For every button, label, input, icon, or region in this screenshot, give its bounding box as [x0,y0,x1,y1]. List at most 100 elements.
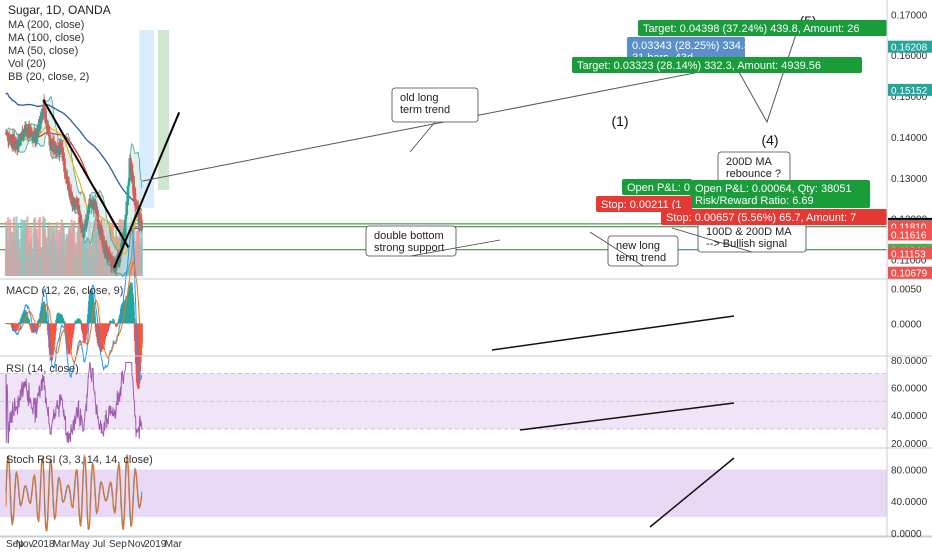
candle-body [123,219,127,236]
volume-bar [38,217,42,276]
y-axis-tick-label: 20.0000 [891,439,928,450]
candle-body [127,181,131,185]
annotation-text: double bottom [374,230,444,242]
macd-histogram-bar [108,323,111,326]
macd-histogram-bar [17,323,20,328]
open-pnl-right-label-box [690,180,870,208]
measure-label-text: 0.03343 (28.25%) 334.3 [632,40,750,52]
open-pnl-right-label-text: Risk/Reward Ratio: 6.69 [695,195,814,207]
x-axis-tick-label: 2018 [32,539,55,550]
y-axis-tick-label: 80.0000 [891,466,928,477]
annotation-pointer [589,231,644,267]
candle-body [132,175,135,194]
macd-histogram-bar [27,319,30,324]
volume-bar [37,219,40,276]
candle-body [82,236,86,238]
y-axis-tick-label: 0.0000 [891,529,922,540]
annotation-box [365,225,457,257]
target-second-label-text: Target: 0.03323 (28.14%) 332.3, Amount: … [577,60,821,72]
annotation-text: 200D MA [726,156,773,168]
indicator-legend: MA (50, close) [8,45,78,57]
candle-body [128,158,132,178]
candle-body [49,146,53,151]
candle-body [19,133,23,136]
indicator-legend: MA (200, close) [8,19,84,31]
macd-line [6,225,143,382]
macd-histogram-bar [72,323,75,331]
x-axis-tick-label: Jul [92,539,105,550]
price-tag-text: 0.15152 [891,86,928,97]
macd-histogram-bar [45,315,48,324]
macd-histogram-bar [79,321,82,324]
macd-histogram-bar [93,316,96,324]
candle-body [67,182,70,191]
candle-body [108,253,112,260]
stop-right-label-text: Stop: 0.00657 (5.56%) 65.7, Amount: 7 [666,212,856,224]
trendline-old [42,99,130,248]
candle-body [135,202,139,208]
target-top-label-box [638,20,887,36]
y-axis-tick-label: 0.15000 [891,92,928,103]
candle-body [99,224,103,226]
candle-body [71,205,74,207]
open-pnl-right-label-text: Open P&L: 0.00064, Qty: 38051 [695,183,852,195]
candle-body [133,187,137,201]
candle-body [31,135,35,141]
y-axis-tick-label: 80.0000 [891,356,928,367]
y-axis-tick-label: 0.14000 [891,133,928,144]
candle-body [107,250,111,252]
candle-body [29,127,33,135]
macd-histogram-bar [54,323,57,326]
candle-body [80,223,84,231]
candle-body [94,203,98,213]
candle-body [39,116,42,130]
y-axis-tick-label: 0.0000 [891,319,922,330]
candle-body [82,230,86,237]
profit-target-zone [158,30,170,190]
candle-body [19,133,22,146]
candle-body [140,227,144,230]
candle-body [68,186,71,189]
indicator-legend: BB (20, close, 2) [8,71,89,83]
candle-body [47,125,51,135]
macd-histogram-bar [116,323,119,326]
volume-bar [55,221,58,276]
price-tag-text: 0.10679 [891,269,928,280]
stop-left-label-text: Stop: 0.00211 (1 [601,199,682,211]
price-panel-title: Sugar, 1D, OANDA [8,3,111,17]
macd-histogram-bar [133,318,136,324]
price-tag-box [888,266,932,279]
candle-body [130,164,134,182]
x-axis-tick-label: Sep [6,539,24,550]
x-axis-tick-label: May [71,539,90,550]
stop-left-label-box [596,196,692,212]
rsi-line [5,362,143,444]
candle-body [120,242,124,244]
candle-body [140,219,143,230]
annotation-text: strong support [374,242,444,254]
macd-histogram-bar [28,323,31,324]
stop-right-label-box [661,209,887,225]
ma200-line [5,92,143,211]
candle-body [129,161,133,165]
candle-body [24,129,27,131]
volume-bar [30,227,33,276]
x-axis-tick-label: Nov [16,539,34,550]
candle-body [118,254,122,263]
indicator-legend: MA (100, close) [8,32,84,44]
wave-label-4: (4) [761,132,778,148]
x-axis-tick-label: Mar [53,539,71,550]
annotation-text: --> Bullish signal [706,238,787,250]
annotation-text: old long [400,92,439,104]
volume-bar [16,223,20,276]
candle-body [124,214,128,220]
macd-histogram-bar [46,320,49,324]
x-axis-tick-label: Sep [109,539,127,550]
y-axis-tick-label: 0.17000 [891,10,928,21]
candle-body [13,136,17,143]
macd-histogram-bar [86,323,89,326]
target-top-label-text: Target: 0.04398 (37.24%) 439.8, Amount: … [643,23,859,35]
